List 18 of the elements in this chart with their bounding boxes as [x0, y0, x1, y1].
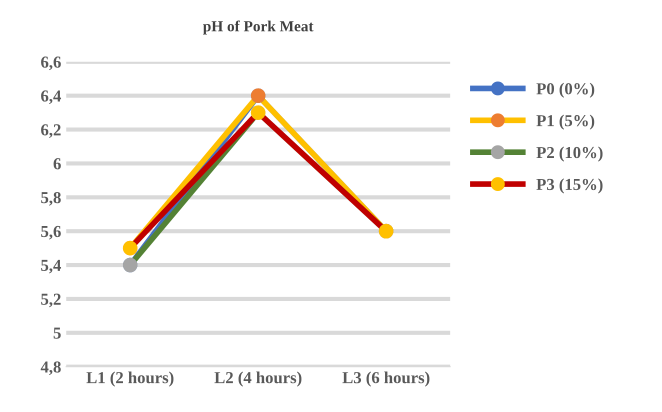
- y-tick-label: 6,4: [41, 90, 62, 104]
- y-tick-label: 4,8: [40, 361, 61, 376]
- legend-label: P1 (5%): [536, 114, 594, 130]
- legend-label: P0 (0%): [536, 82, 594, 98]
- y-tick-label: 5,2: [41, 294, 61, 308]
- y-tick-label: 6,6: [41, 56, 61, 70]
- y-tick-label: 6: [54, 158, 61, 170]
- y-tick-label: 5,6: [41, 226, 61, 240]
- y-tick-label: 6,2: [41, 124, 61, 138]
- chart-title: pH of Pork Meat: [203, 20, 314, 34]
- y-tick-label: 5: [54, 328, 61, 339]
- x-tick-label: L3 (6 hours): [342, 372, 430, 387]
- legend-label: P2 (10%): [536, 146, 603, 162]
- y-tick-label: 5,4: [41, 260, 62, 274]
- x-tick-label: L1 (2 hours): [86, 372, 174, 387]
- x-tick-label: L2 (4 hours): [214, 372, 302, 387]
- y-tick-label: 5,8: [41, 192, 61, 206]
- legend-label: P3 (15%): [536, 178, 603, 194]
